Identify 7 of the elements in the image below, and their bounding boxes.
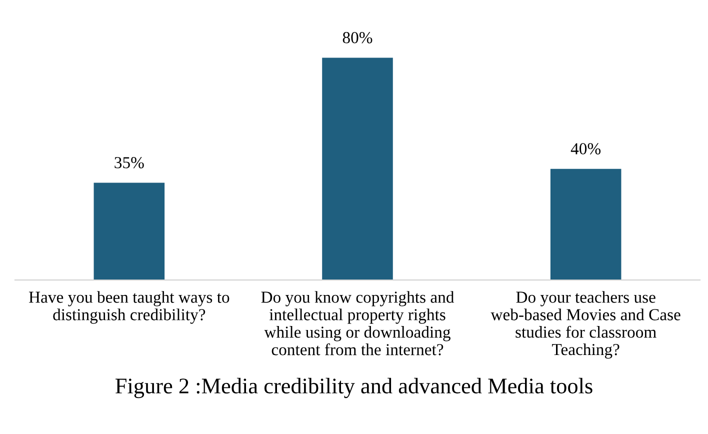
x-tick-label: Do your teachers use web-based Movies and Case studies for classroom Teaching?	[490, 291, 680, 359]
text: Figure 2 :Media credibility and advanced Media tools	[116, 378, 592, 398]
data-label: 80%	[342, 32, 372, 44]
data-label: 35%	[114, 157, 144, 168]
x-tick-label: Do you know copyrights and intellectual property rights while using or downloading content from the internet?	[261, 291, 454, 356]
data-label: 40%	[570, 143, 601, 154]
x-tick-label: Have you been taught ways to distinguish credibility?	[28, 291, 230, 324]
